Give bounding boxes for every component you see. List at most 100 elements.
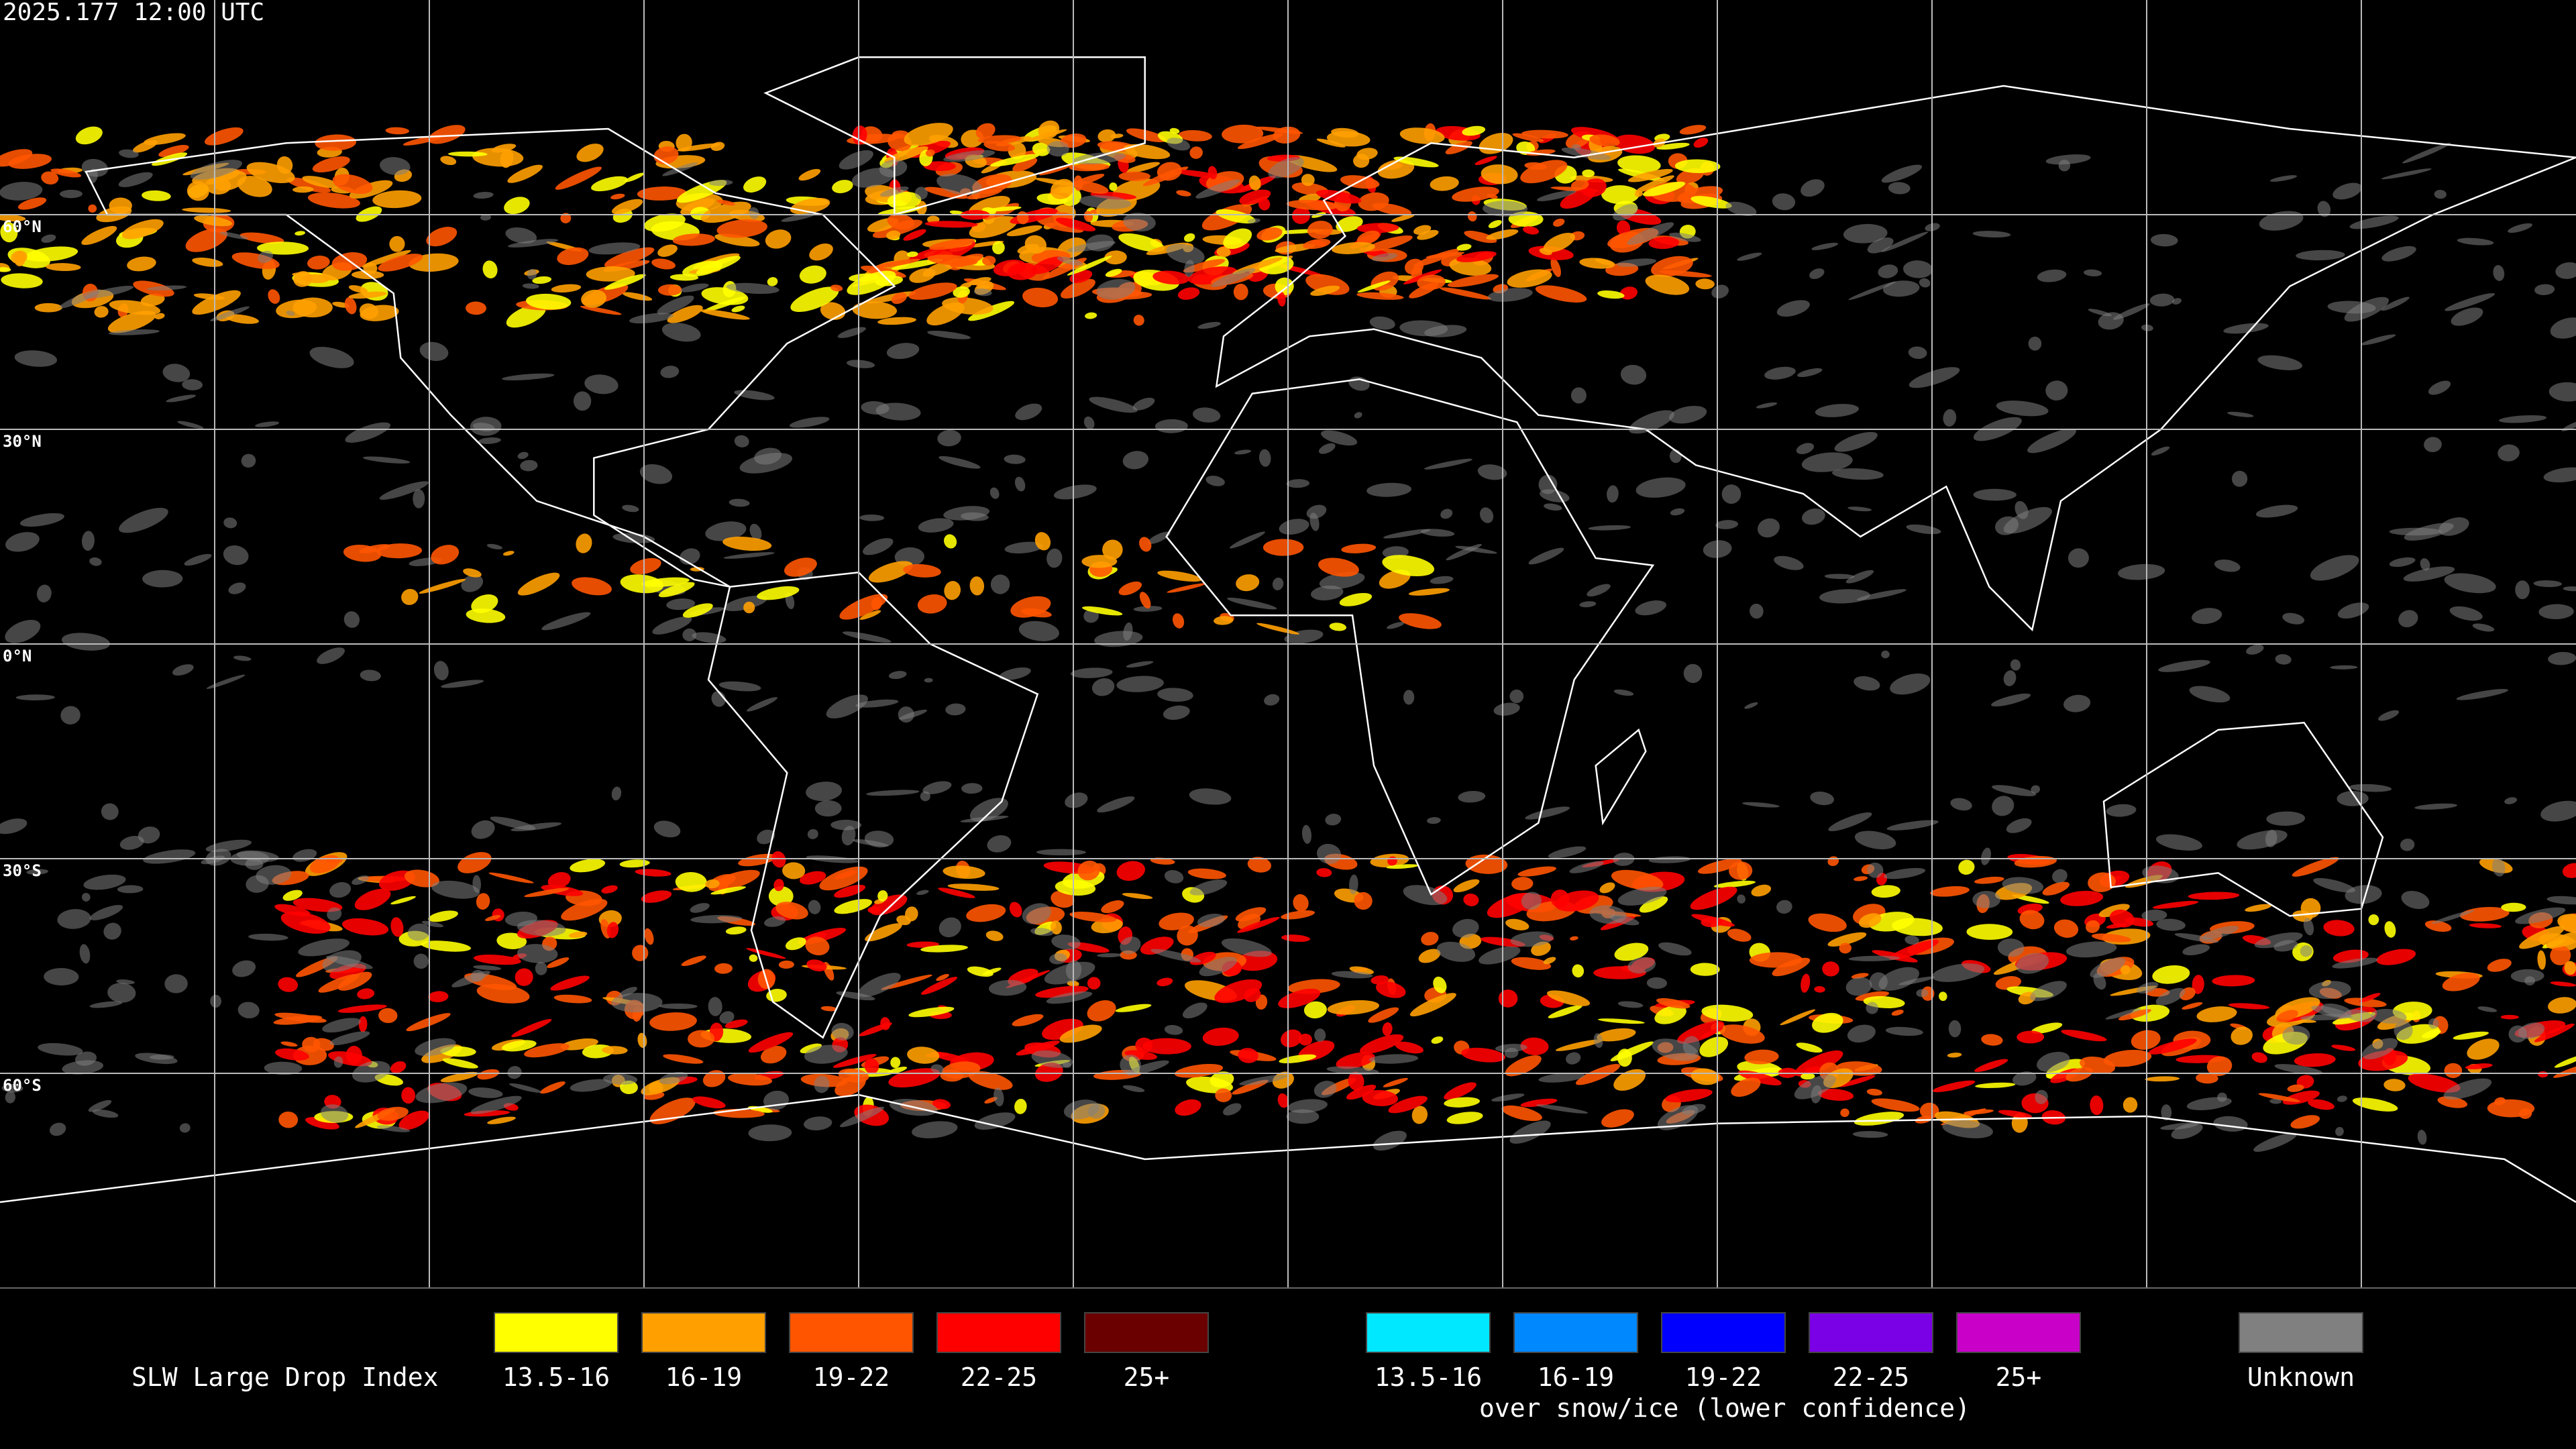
cloud-patch <box>852 839 889 847</box>
cloud-patch <box>1373 1130 1407 1151</box>
cloud-patch <box>1810 791 1834 806</box>
legend-caption: over snow/ice (lower confidence) <box>1479 1393 1970 1423</box>
cloud-patch <box>1199 957 1237 977</box>
cloud-patch <box>1167 138 1191 151</box>
cloud-patch <box>1164 1024 1183 1035</box>
cloud-patch <box>1834 431 1878 452</box>
legend-swatch <box>1661 1312 1786 1353</box>
cloud-patch <box>1487 288 1533 302</box>
cloud-patch <box>1169 127 1180 134</box>
cloud-patch <box>1840 1108 1849 1118</box>
cloud-patch <box>2031 785 2040 794</box>
cloud-patch <box>2534 1023 2575 1042</box>
cloud-patch <box>846 360 875 368</box>
cloud-patch <box>482 260 498 279</box>
cloud-patch <box>2253 1132 2297 1152</box>
cloud-patch <box>1669 232 1701 242</box>
cloud-patch <box>1178 129 1212 142</box>
cloud-patch <box>1063 1062 1072 1069</box>
cloud-patch <box>920 945 968 953</box>
cloud-patch <box>1774 555 1804 570</box>
cloud-patch <box>1561 147 1611 160</box>
cloud-patch <box>1511 877 1534 891</box>
cloud-patch <box>881 974 932 990</box>
cloud-patch <box>1845 977 1872 996</box>
cloud-patch <box>927 254 978 266</box>
cloud-patch <box>568 931 588 938</box>
cloud-patch <box>1881 231 1929 252</box>
cloud-patch <box>2368 914 2379 926</box>
legend-label: 19-22 <box>813 1362 890 1392</box>
cloud-patch <box>2437 1096 2468 1108</box>
cloud-patch <box>1973 488 2017 501</box>
cloud-patch <box>2131 1030 2161 1050</box>
cloud-patch <box>588 242 641 255</box>
cloud-patch <box>1931 963 1985 982</box>
cloud-patch <box>1725 201 1757 217</box>
cloud-patch <box>119 149 139 158</box>
cloud-patch <box>522 283 539 289</box>
cloud-patch <box>1126 661 1154 668</box>
cloud-patch <box>975 123 996 139</box>
cloud-patch <box>705 879 720 889</box>
cloud-patch <box>415 1038 456 1057</box>
cloud-patch <box>784 557 817 577</box>
cloud-patch <box>2550 981 2576 987</box>
cloud-patch <box>2068 548 2089 568</box>
cloud-patch <box>557 247 589 266</box>
cloud-patch <box>440 1071 478 1083</box>
cloud-patch <box>1855 991 1890 1001</box>
cloud-patch <box>1326 1066 1379 1075</box>
cloud-patch <box>749 207 759 219</box>
cloud-patch <box>1847 1024 1876 1043</box>
cloud-patch <box>1889 940 1939 960</box>
cloud-patch <box>2310 555 2359 581</box>
cloud-patch <box>1481 164 1518 184</box>
cloud-patch <box>2287 1084 2304 1092</box>
cloud-patch <box>377 1106 409 1121</box>
cloud-patch <box>1123 622 1133 641</box>
cloud-patch <box>1436 941 1476 962</box>
cloud-patch <box>651 258 676 270</box>
cloud-patch <box>2518 1022 2545 1039</box>
cloud-patch <box>619 987 637 997</box>
cloud-patch <box>859 1022 892 1036</box>
cloud-patch <box>1310 585 1344 600</box>
cloud-patch <box>488 872 534 883</box>
cloud-patch <box>666 598 696 610</box>
cloud-patch <box>60 189 83 199</box>
cloud-patch <box>1318 443 1336 454</box>
cloud-patch <box>1303 238 1331 250</box>
cloud-patch <box>1166 244 1205 264</box>
cloud-patch <box>506 304 546 328</box>
cloud-patch <box>1465 854 1508 874</box>
cloud-patch <box>898 706 914 723</box>
cloud-patch <box>431 880 480 899</box>
cloud-patch <box>2303 918 2314 936</box>
cloud-patch <box>1227 597 1277 610</box>
cloud-patch <box>426 227 458 247</box>
cloud-patch <box>352 875 370 885</box>
cloud-patch <box>1575 1064 1621 1085</box>
cloud-patch <box>1189 146 1203 159</box>
cloud-patch <box>716 199 736 206</box>
cloud-patch <box>406 1013 451 1032</box>
cloud-patch <box>1132 397 1155 411</box>
cloud-patch <box>985 930 1004 941</box>
cloud-patch <box>973 288 992 297</box>
cloud-patch <box>166 394 197 402</box>
cloud-patch <box>186 181 209 201</box>
cloud-patch <box>61 633 111 651</box>
cloud-patch <box>1491 1093 1525 1102</box>
cloud-patch <box>1674 159 1721 173</box>
cloud-patch <box>1548 846 1587 859</box>
cloud-patch <box>1118 171 1151 181</box>
cloud-patch <box>1866 1002 1878 1014</box>
cloud-patch <box>484 914 501 921</box>
cloud-patch <box>2330 665 2358 669</box>
cloud-patch <box>1815 404 1859 417</box>
cloud-patch <box>573 391 592 411</box>
cloud-patch <box>1277 1093 1289 1108</box>
cloud-patch <box>1024 235 1046 254</box>
cloud-patch <box>649 1012 697 1031</box>
